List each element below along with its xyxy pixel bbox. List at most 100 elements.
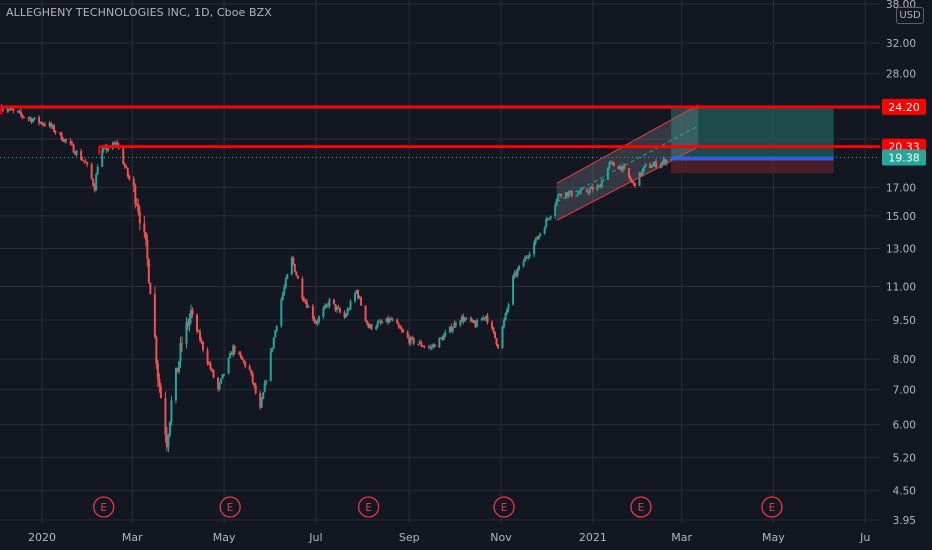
candle-body <box>113 143 116 145</box>
candle-body <box>202 341 205 351</box>
candle-body <box>539 233 542 237</box>
candle-body <box>71 143 74 145</box>
candle-body <box>360 297 363 306</box>
candle-body <box>471 319 474 322</box>
candle-body <box>96 166 99 175</box>
candle-body <box>612 162 615 167</box>
candle-body <box>250 369 253 374</box>
candle-body <box>126 167 129 176</box>
candle-body <box>581 188 584 190</box>
entry-line <box>671 156 834 161</box>
candle-body <box>290 257 293 275</box>
candle-body <box>376 322 379 327</box>
candle-body <box>444 332 447 336</box>
candle-body <box>209 363 212 370</box>
earnings-marker[interactable]: E <box>219 496 241 518</box>
last-price-label-box <box>882 149 926 166</box>
candle-body <box>211 369 214 371</box>
candle-body <box>490 322 493 328</box>
earnings-marker[interactable]: E <box>93 496 115 518</box>
candle-body <box>534 237 537 243</box>
candle-body <box>653 161 656 165</box>
candle-body <box>533 242 536 255</box>
candle-body <box>406 332 409 338</box>
candle-body <box>72 144 75 153</box>
candle-body <box>402 330 405 333</box>
candle-body <box>221 374 224 379</box>
candle-body <box>337 307 340 309</box>
candle-body <box>42 124 45 126</box>
candle-body <box>334 304 337 311</box>
candle-body <box>39 122 42 124</box>
candle-body <box>409 337 412 344</box>
candle-body <box>59 132 62 134</box>
candle-body <box>189 309 192 318</box>
candle-body <box>102 147 105 150</box>
candle-body <box>483 317 486 319</box>
candle-body <box>147 259 150 283</box>
candle-body <box>317 316 320 322</box>
candle-body <box>486 315 489 323</box>
candle-body <box>576 193 579 196</box>
candle-body <box>606 167 609 180</box>
candle-body <box>567 192 570 197</box>
candle-body <box>281 293 284 300</box>
earnings-marker[interactable]: E <box>630 496 652 518</box>
candle-body <box>197 330 200 332</box>
y-tick-label: 3.95 <box>893 515 916 527</box>
candle-body <box>620 165 623 171</box>
candle-body <box>177 361 180 373</box>
candle-body <box>208 363 211 365</box>
candle-body <box>283 287 286 294</box>
candle-body <box>575 195 578 197</box>
candle-body <box>62 140 65 142</box>
candle-body <box>557 194 560 200</box>
candle-body <box>16 110 19 112</box>
candle-body <box>480 319 483 321</box>
candle-body <box>644 164 647 167</box>
candle-body <box>155 336 158 364</box>
candle-body <box>146 239 149 260</box>
drawing-overlays[interactable] <box>0 104 880 221</box>
candle-body <box>441 337 444 341</box>
candle-body <box>135 203 138 205</box>
candle-body <box>453 323 456 328</box>
earnings-marker[interactable]: E <box>493 496 515 518</box>
candle-body <box>307 306 310 308</box>
stop-zone <box>671 157 834 174</box>
level-label: 24.20 <box>888 101 920 114</box>
candle-body <box>512 275 515 305</box>
candle-body <box>633 183 636 186</box>
earnings-marker[interactable]: E <box>761 496 783 518</box>
candle-body <box>450 326 453 332</box>
candle-body <box>597 185 600 187</box>
candle-body <box>501 326 504 349</box>
candle-body <box>37 117 40 123</box>
candle-body <box>95 174 98 191</box>
candle-body <box>357 290 360 299</box>
currency-badge[interactable]: USD <box>896 7 924 24</box>
candle-body <box>185 322 188 344</box>
earnings-marker-circle <box>630 496 652 518</box>
chart-title: ALLEGHENY TECHNOLOGIES INC, 1D, Cboe BZX <box>6 6 272 19</box>
candle-body <box>223 373 226 375</box>
candle-body <box>220 378 223 384</box>
candle-body <box>400 328 403 331</box>
earnings-marker-label: E <box>769 502 776 514</box>
earnings-marker-circle <box>493 496 515 518</box>
candle-body <box>579 189 582 193</box>
candle-body <box>1 109 4 111</box>
y-tick-label: 13.00 <box>886 243 916 255</box>
candle-body <box>227 357 230 374</box>
candle-body <box>348 309 351 311</box>
channel-mid-line <box>556 125 699 203</box>
candle-body <box>665 159 668 164</box>
candle-body <box>229 353 232 358</box>
candle-body <box>366 320 369 324</box>
candle-body <box>611 162 614 164</box>
earnings-marker-label: E <box>227 502 234 514</box>
candle-body <box>375 326 378 329</box>
earnings-marker[interactable]: E <box>357 496 380 518</box>
